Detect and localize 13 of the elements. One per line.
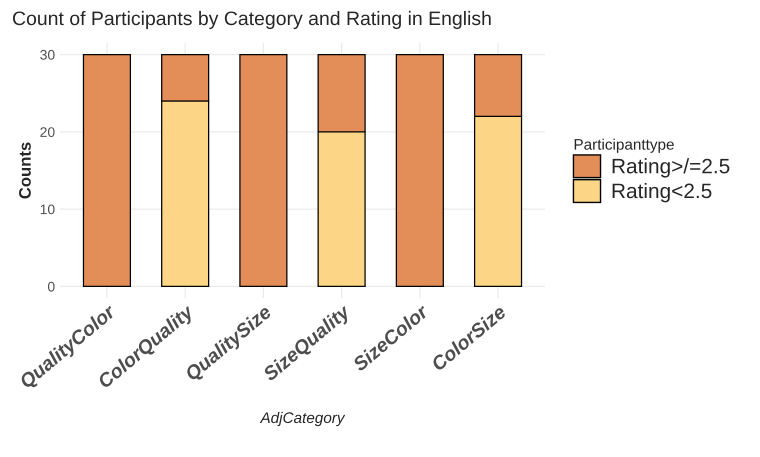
legend-label: Rating<2.5 [612,182,712,202]
chart-title: Count of Participants by Category and Rating in English [12,10,491,30]
y-tick-label: 20 [40,127,55,138]
y-tick-label: 0 [48,282,55,292]
y-tick-label: 10 [40,204,55,214]
x-axis-title: AdjCategory [260,412,346,426]
legend-title: Participanttype [574,138,674,153]
y-tick-label: 30 [40,50,55,60]
bar [396,54,444,288]
bar [239,54,288,288]
bar [82,54,132,288]
y-axis-title: Counts [19,142,31,199]
legend-label: Rating>/=2.5 [612,158,730,178]
